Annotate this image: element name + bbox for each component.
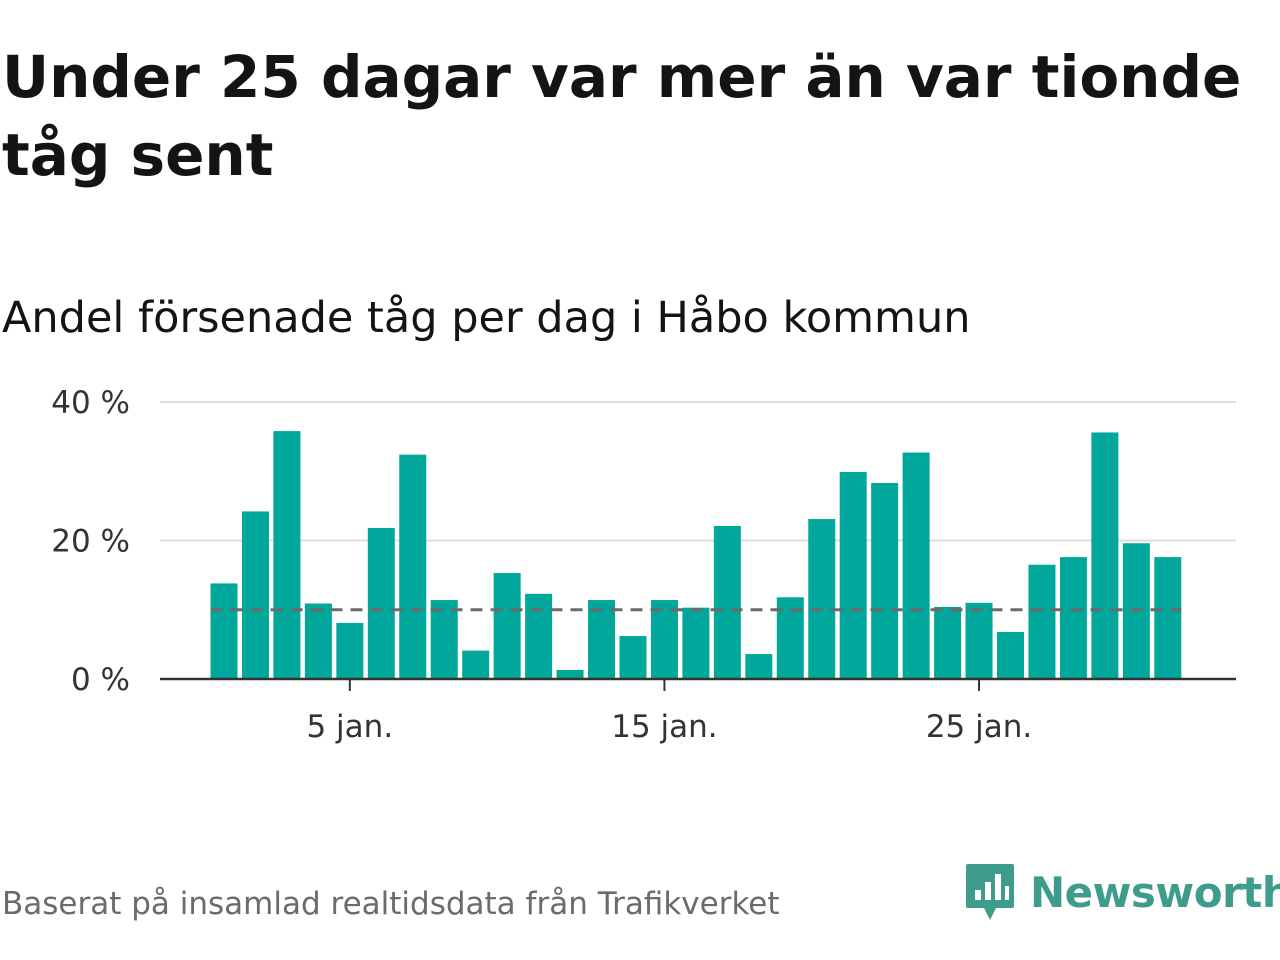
- bar: [871, 483, 899, 679]
- bar: [713, 525, 741, 679]
- y-tick-label: 0 %: [71, 662, 130, 698]
- bar: [808, 519, 836, 679]
- bar: [273, 431, 301, 679]
- y-tick-label: 20 %: [51, 524, 130, 560]
- grid-lines: [160, 401, 1236, 542]
- x-tick-label: 25 jan.: [926, 709, 1032, 745]
- bar: [430, 600, 458, 679]
- source-note: Baserat på insamlad realtidsdata från Tr…: [2, 886, 780, 922]
- bar: [650, 600, 678, 679]
- bars: [210, 431, 1182, 679]
- bar: [462, 650, 490, 679]
- bar: [619, 636, 647, 679]
- brand: Newsworthy: [964, 862, 1280, 922]
- bar: [304, 603, 332, 679]
- bar: [934, 606, 962, 679]
- bar: [336, 622, 364, 679]
- brand-name: Newsworthy: [1030, 867, 1280, 917]
- x-tick-label: 15 jan.: [611, 709, 717, 745]
- bar: [210, 583, 238, 679]
- bar: [588, 600, 616, 679]
- x-tick-label: 5 jan.: [306, 709, 393, 745]
- bar: [1028, 564, 1056, 679]
- bar: [1154, 557, 1182, 679]
- y-tick-label: 40 %: [51, 385, 130, 421]
- bar: [399, 454, 427, 679]
- bar: [367, 528, 395, 679]
- newsworthy-logo-icon: [966, 864, 1014, 920]
- bar: [839, 471, 867, 679]
- bar: [902, 452, 930, 679]
- chart-subtitle: Andel försenade tåg per dag i Håbo kommu…: [2, 293, 971, 343]
- bar: [745, 654, 773, 679]
- bar: [1091, 432, 1119, 679]
- bar: [241, 511, 269, 679]
- bar: [997, 631, 1024, 679]
- bar: [493, 573, 521, 679]
- bar: [525, 593, 553, 679]
- bar: [965, 602, 993, 679]
- bar: [1059, 557, 1087, 679]
- axes: 0 % 20 % 40 % 5 jan. 15 jan. 25 jan.: [51, 385, 1236, 745]
- bar: [556, 669, 584, 679]
- bar: [682, 607, 710, 679]
- chart-title: Under 25 dagar var mer än var tionde tåg…: [2, 43, 1242, 189]
